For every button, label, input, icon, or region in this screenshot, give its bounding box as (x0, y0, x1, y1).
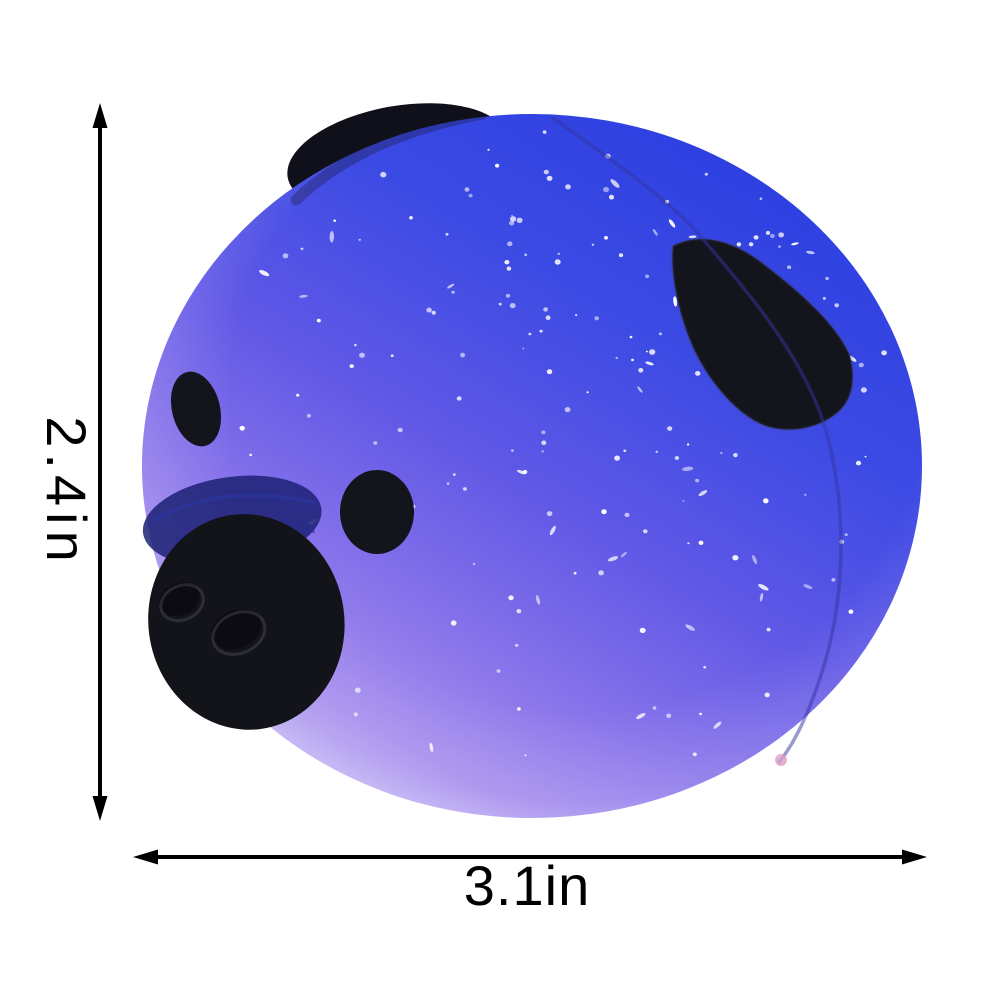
pig-snout (142, 475, 345, 730)
height-arrowhead-bottom (92, 796, 108, 821)
pig-nostril-left (159, 582, 200, 616)
width-dimension-label: 3.1in (463, 854, 591, 917)
width-arrow (133, 849, 927, 865)
galaxy-pig-toy (142, 103, 922, 818)
pig-nostril-right (211, 609, 262, 650)
height-arrowhead-top (92, 103, 108, 128)
pig-right-eye (340, 470, 414, 554)
height-arrow (92, 103, 108, 821)
nostril-right-rim (211, 610, 267, 656)
seam-nub (775, 754, 787, 766)
width-arrowhead-right (902, 849, 927, 865)
nostril-left-rim (159, 583, 205, 623)
width-arrowhead-left (133, 849, 158, 865)
seam-line (551, 116, 843, 764)
height-dimension-label: 2.4in (35, 416, 98, 568)
pig-left-eye (170, 371, 222, 447)
snout-smear-streak (152, 493, 318, 522)
